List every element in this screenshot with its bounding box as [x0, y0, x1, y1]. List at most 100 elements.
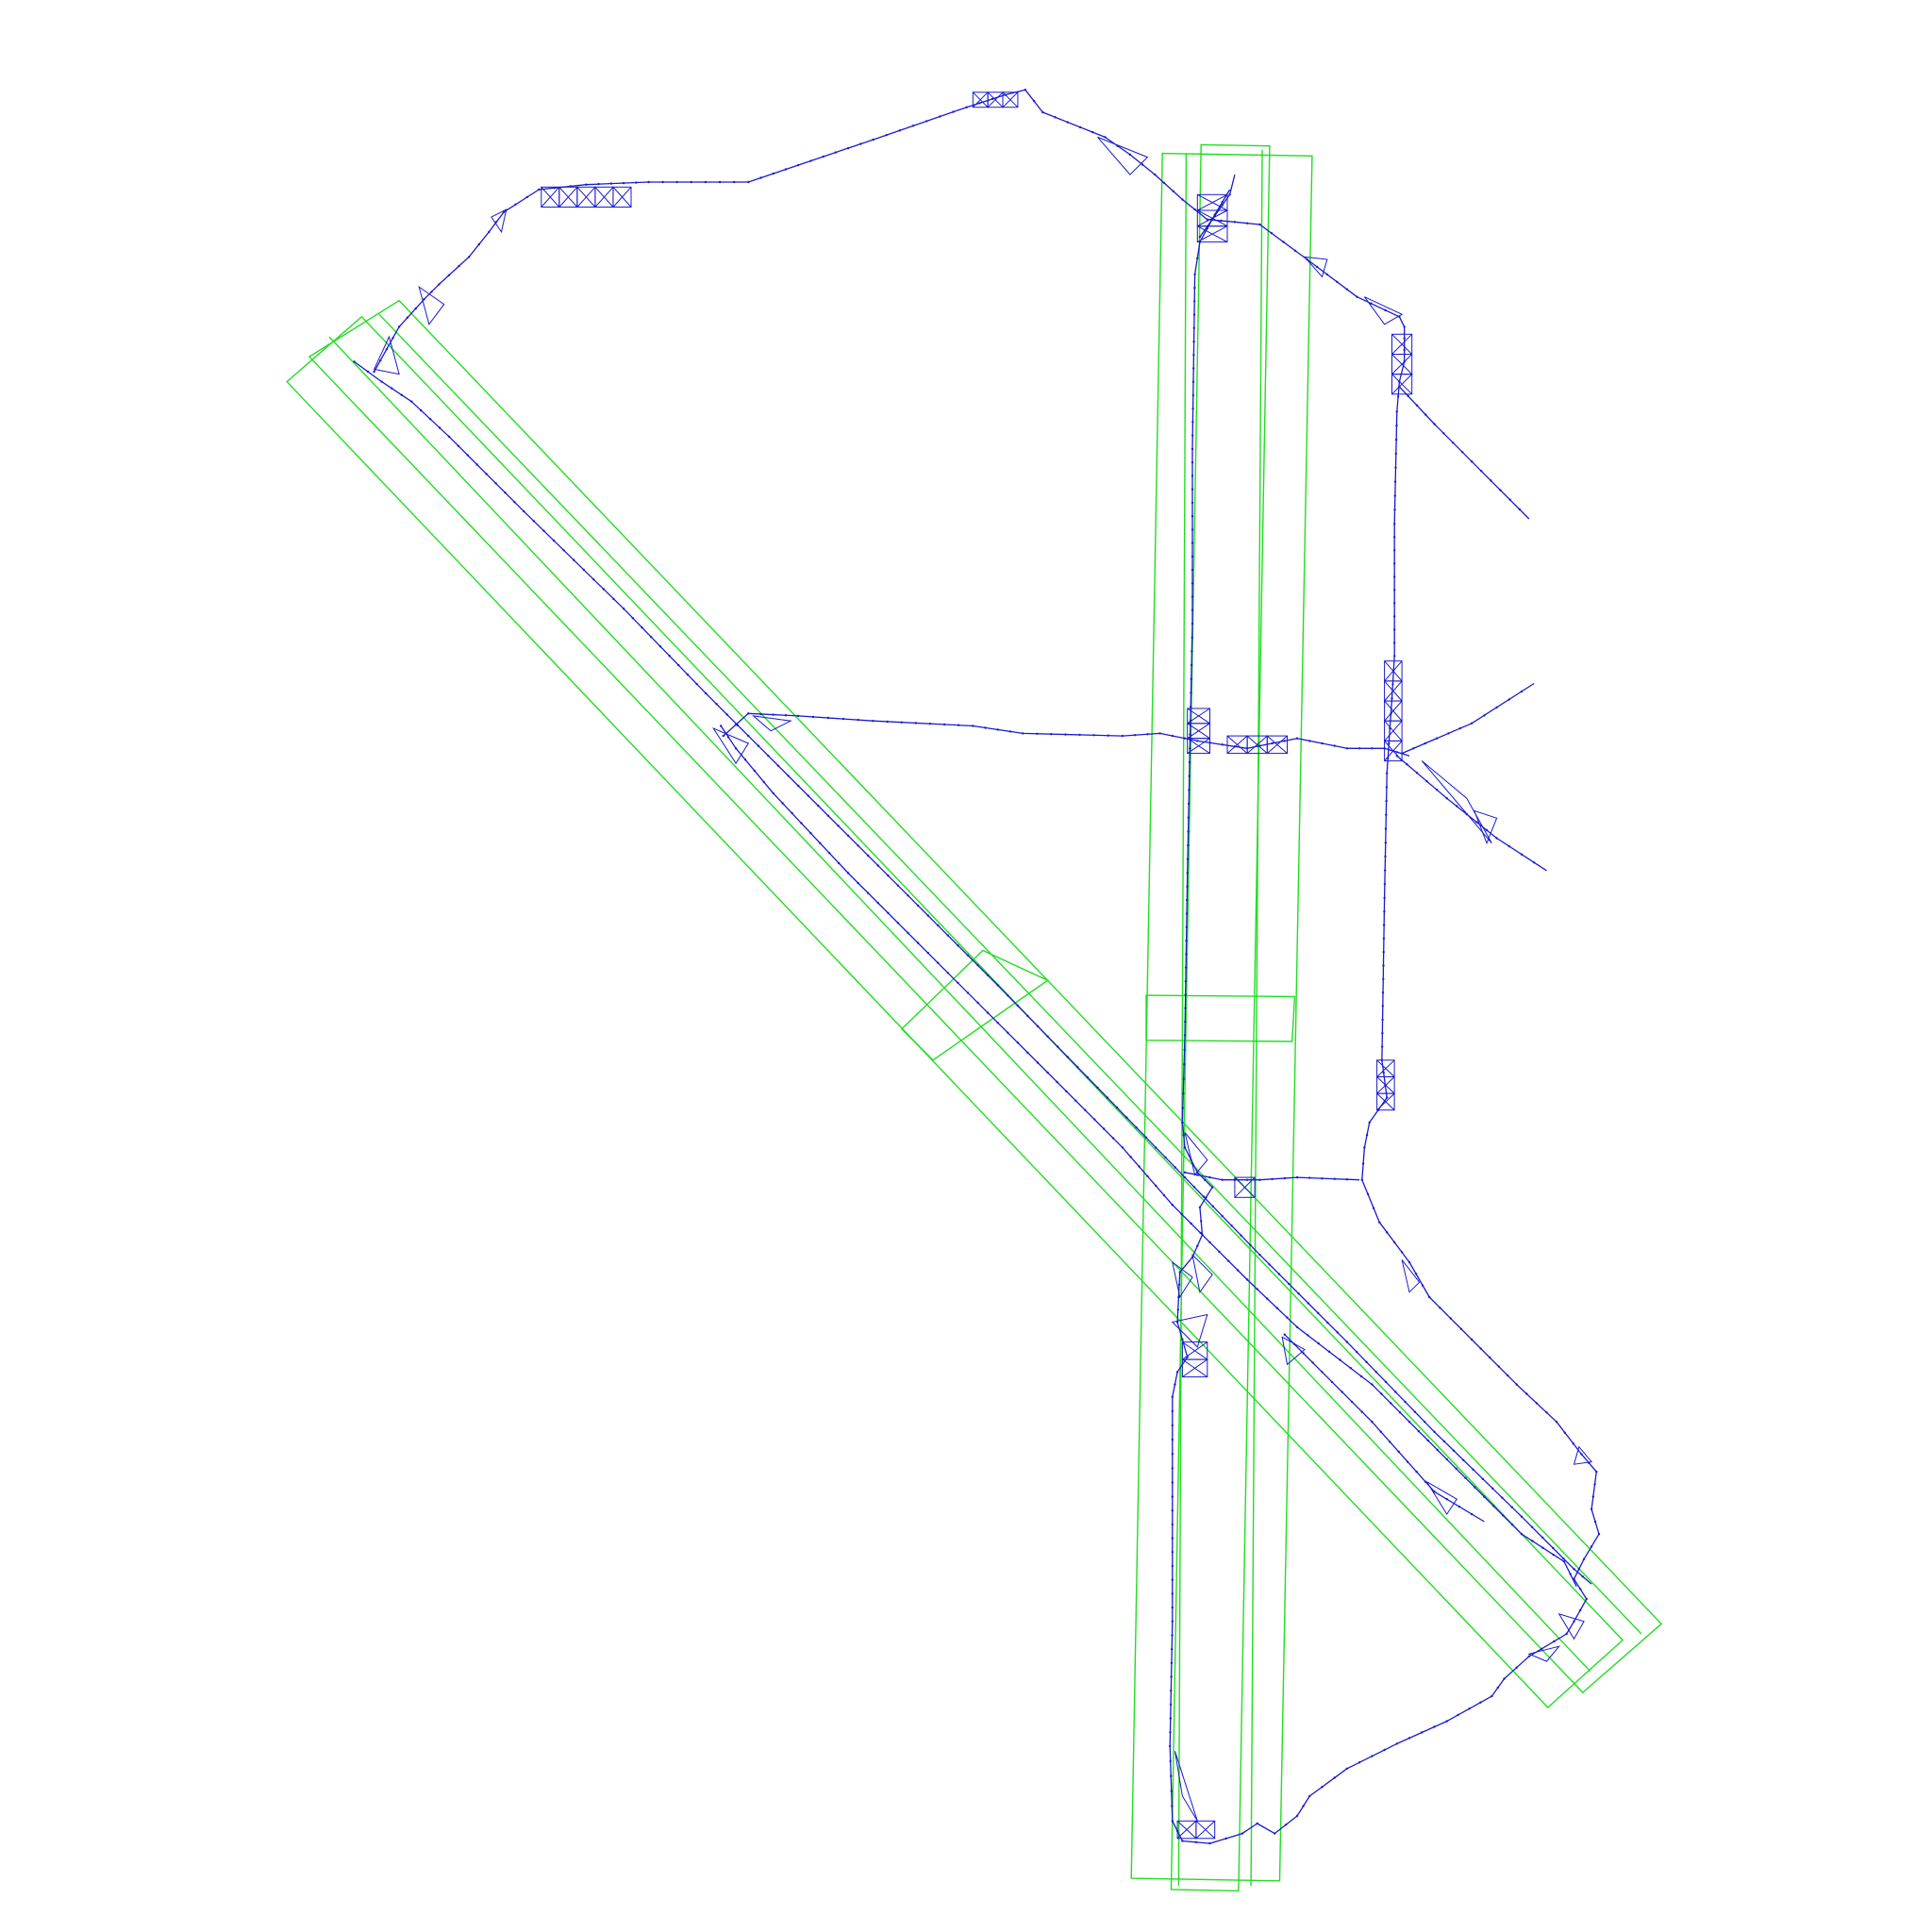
taxiway-node [1187, 802, 1191, 806]
runway-centerline-3 [1250, 149, 1263, 1887]
taxiway-node [1007, 1031, 1009, 1034]
taxiway-node [631, 617, 634, 620]
taxiway-node [1393, 628, 1396, 631]
taxiway-node [1274, 1832, 1276, 1835]
taxiway-node [1439, 1307, 1441, 1309]
taxiway-node [1169, 1703, 1173, 1707]
taxiway-node [1497, 1365, 1500, 1368]
taxiway-node [1171, 1453, 1174, 1456]
taxiway-node [996, 728, 999, 731]
taxiway-node [1407, 394, 1409, 397]
mesh-fan-10 [751, 715, 792, 732]
taxiway-node [1078, 733, 1081, 737]
taxiway-node [428, 418, 432, 421]
taxiway-node [562, 549, 565, 552]
taxiway-node [1171, 1467, 1174, 1470]
taxiway-node [1393, 655, 1396, 658]
taxiway-node [1458, 726, 1462, 730]
taxiway-node [926, 951, 929, 955]
taxiway-node [1424, 413, 1427, 416]
taxiway-node [1502, 1514, 1505, 1517]
mesh-mid-runway [1187, 708, 1210, 755]
taxiway-node [1368, 1121, 1371, 1124]
taxiway-node [1307, 1334, 1309, 1337]
taxiway-node [828, 852, 831, 855]
taxiway-node [1365, 1360, 1368, 1364]
taxiway-node [1591, 1495, 1595, 1498]
mesh-east-lower-diag [1376, 1059, 1395, 1077]
taxiway-node [1520, 1515, 1524, 1518]
mesh-north-west [541, 186, 632, 208]
mesh-lower-runway-diag [1182, 1358, 1208, 1378]
taxiway-node [1171, 1523, 1174, 1526]
taxiway-node [952, 110, 955, 113]
taxiway-node [504, 491, 507, 494]
taxiway-node [1442, 1440, 1445, 1443]
mesh-north-runway-cell [1196, 225, 1228, 242]
taxiway-node [1158, 732, 1161, 735]
taxiway-node [1470, 722, 1474, 724]
runway-outline-6 [900, 949, 1050, 1061]
taxiway-node [1295, 1325, 1299, 1329]
taxiway-node [1388, 741, 1391, 745]
mesh-east-lower-diag [1376, 1092, 1395, 1111]
taxiway-node [1381, 1032, 1384, 1035]
taxiway-node [1206, 218, 1209, 221]
taxiway-node [686, 673, 690, 676]
taxiway-node [1297, 1292, 1300, 1295]
taxiway-node [1593, 1520, 1597, 1524]
taxiway-node [1407, 1737, 1411, 1740]
taxiway-node [1191, 528, 1194, 531]
taxiway-node [641, 626, 643, 629]
taxiway-node [1372, 1207, 1375, 1209]
taxiway-node [1190, 1222, 1192, 1225]
taxiway-node [822, 155, 824, 158]
taxiway-node [1507, 844, 1511, 848]
taxiway-node [1227, 1259, 1230, 1262]
taxiway-node [1403, 348, 1406, 352]
taxiway-node [410, 400, 413, 403]
taxiway-node [1233, 745, 1237, 748]
taxiway-node [776, 764, 780, 767]
taxiway-node [1569, 1573, 1572, 1575]
mesh-fan-15 [1573, 1445, 1593, 1465]
taxiway-segment-10 [1284, 1334, 1485, 1523]
taxiway-node [569, 185, 572, 188]
mesh-east-junction-diag [1384, 700, 1403, 722]
taxiway-node [1552, 1546, 1555, 1550]
taxiway-node [976, 964, 979, 967]
taxiway-node [1525, 1392, 1528, 1395]
taxiway-node [914, 722, 917, 724]
taxiway-node [1191, 488, 1194, 491]
taxiway-node [385, 348, 389, 351]
taxiway-node [1424, 1421, 1426, 1424]
taxiway-node [1393, 575, 1396, 578]
taxiway-node [467, 256, 471, 258]
taxiway-node [1424, 1480, 1427, 1483]
taxiway-node [1541, 1647, 1543, 1651]
taxiway-node [1171, 1620, 1174, 1624]
taxiway-node [1520, 1533, 1524, 1536]
taxiway-node [1433, 1430, 1436, 1434]
taxiway-node [1330, 1380, 1334, 1384]
taxiway-node [1425, 780, 1428, 783]
taxiway-node [1186, 1356, 1189, 1358]
mesh-fan-13 [1401, 1259, 1421, 1293]
taxiway-node [1382, 964, 1385, 967]
taxiway-node [1171, 1424, 1174, 1427]
taxiway-node [1580, 1453, 1583, 1456]
taxiway-node [726, 736, 730, 739]
taxiway-node [1360, 1178, 1364, 1181]
taxiway-node [1398, 1411, 1402, 1414]
taxiway-node [1433, 1491, 1436, 1493]
taxiway-node [1191, 408, 1194, 410]
taxiway-node [1196, 1244, 1199, 1248]
taxiway-node [366, 370, 370, 374]
taxiway-node [1176, 1308, 1180, 1311]
taxiway-node [1579, 1588, 1582, 1591]
taxiway-node [573, 558, 575, 561]
taxiway-node [1479, 1347, 1482, 1350]
taxiway-node [800, 822, 803, 824]
taxiway-node [1181, 198, 1184, 201]
taxiway-node [772, 713, 774, 716]
